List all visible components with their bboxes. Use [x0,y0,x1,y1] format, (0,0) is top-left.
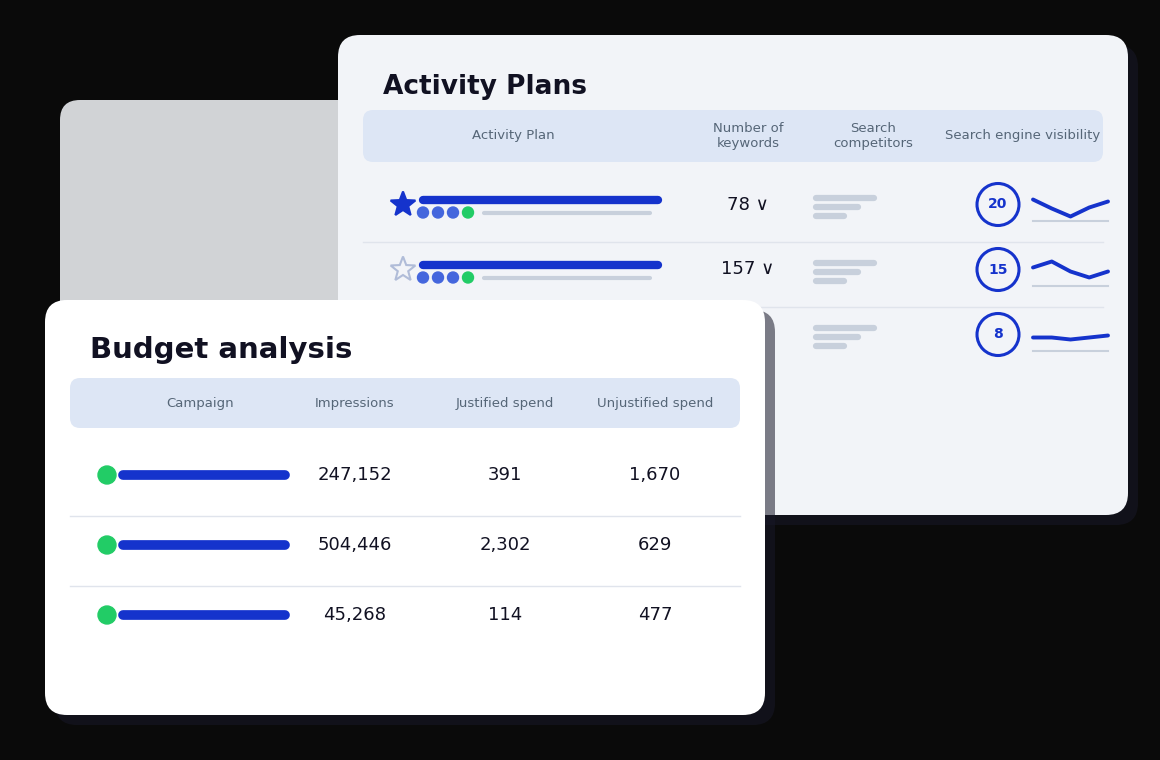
Text: 629: 629 [638,536,672,554]
Circle shape [433,272,443,283]
Text: Campaign: Campaign [166,397,234,410]
Text: 114: 114 [488,606,522,624]
Text: 78 ∨: 78 ∨ [727,195,769,214]
Text: 8: 8 [993,328,1003,341]
Circle shape [97,466,116,484]
Text: 2,302: 2,302 [479,536,531,554]
Circle shape [433,337,443,348]
Circle shape [448,207,458,218]
Circle shape [418,337,428,348]
Text: 247,152: 247,152 [318,466,392,484]
Circle shape [433,207,443,218]
Text: Activity Plans: Activity Plans [383,74,587,100]
Text: 45,268: 45,268 [324,606,386,624]
FancyBboxPatch shape [348,45,1138,525]
FancyBboxPatch shape [70,378,740,428]
Circle shape [97,606,116,624]
Text: 477: 477 [638,606,673,624]
Text: 20: 20 [988,198,1008,211]
Text: Budget analysis: Budget analysis [90,336,353,364]
Text: Number of
keywords: Number of keywords [712,122,783,150]
Polygon shape [391,192,415,215]
Text: Impressions: Impressions [316,397,394,410]
Text: Activity Plan: Activity Plan [472,129,554,143]
FancyBboxPatch shape [363,110,1103,162]
Text: Unjustified spend: Unjustified spend [596,397,713,410]
Circle shape [418,272,428,283]
Circle shape [418,207,428,218]
Circle shape [463,207,473,218]
Text: 391: 391 [488,466,522,484]
FancyBboxPatch shape [338,35,1128,515]
FancyBboxPatch shape [45,300,764,715]
Text: 504,446: 504,446 [318,536,392,554]
Text: Search engine visibility: Search engine visibility [945,129,1101,143]
Circle shape [97,536,116,554]
FancyBboxPatch shape [60,100,370,380]
Circle shape [463,337,473,348]
Text: 157 ∨: 157 ∨ [722,261,775,278]
FancyBboxPatch shape [55,310,775,725]
Text: 15: 15 [988,262,1008,277]
Circle shape [448,337,458,348]
Circle shape [463,272,473,283]
Text: Justified spend: Justified spend [456,397,554,410]
Circle shape [448,272,458,283]
Text: 1,670: 1,670 [630,466,681,484]
Text: Search
competitors: Search competitors [833,122,913,150]
